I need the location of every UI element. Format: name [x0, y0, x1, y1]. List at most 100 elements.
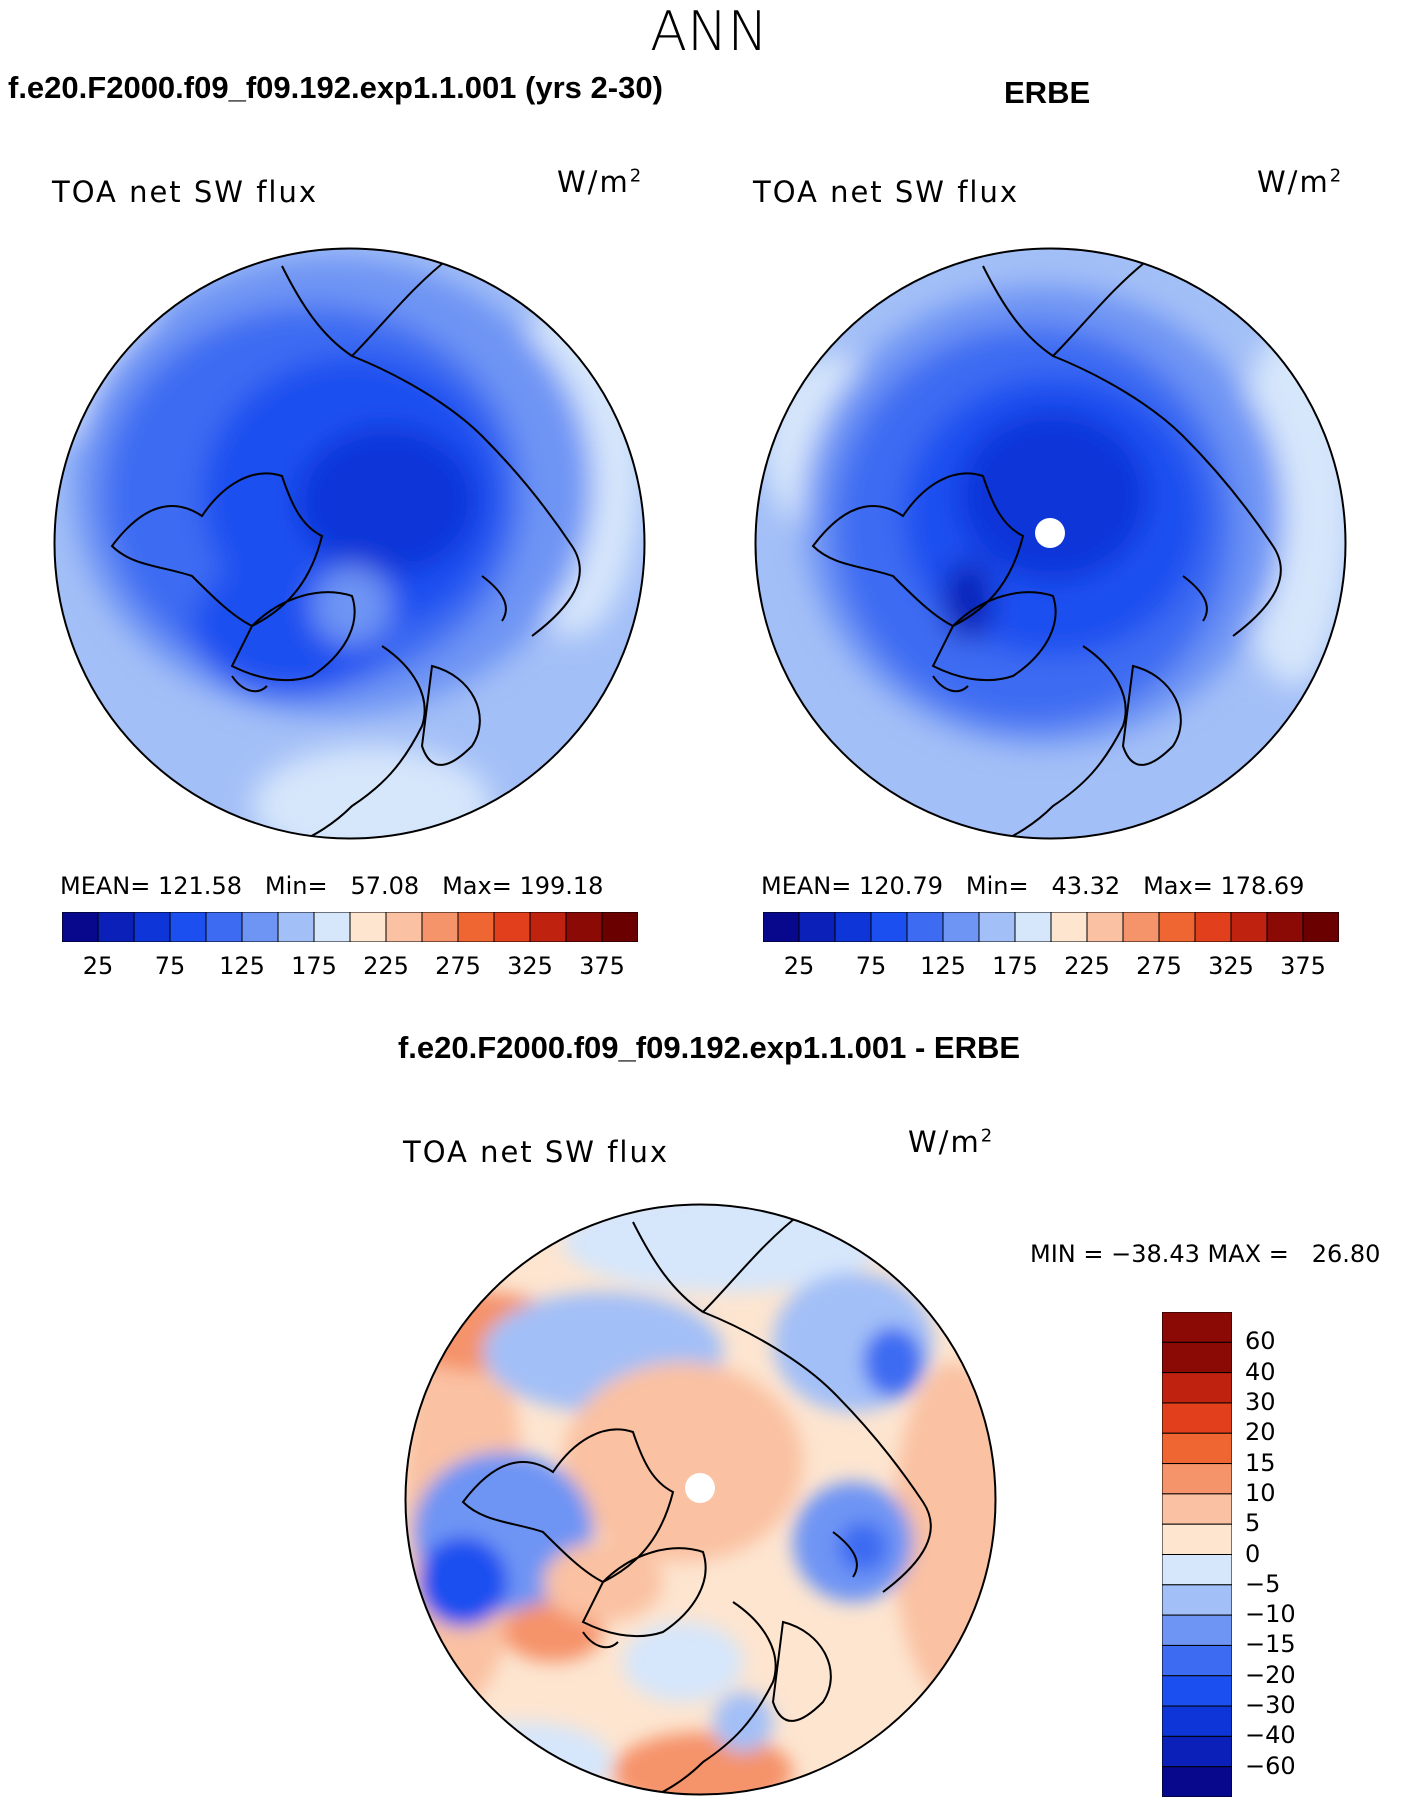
panel2-polar-gap — [1035, 518, 1065, 548]
diff-colorbar-swatch — [1162, 1463, 1232, 1495]
panel2-map-boundary — [754, 247, 1347, 840]
panel1-colorbar-swatch — [97, 912, 135, 942]
panel2-colorbar-swatch — [1122, 912, 1160, 942]
panel2-colorbar-tick-label: 375 — [1280, 952, 1326, 980]
panel1-polar-map — [53, 247, 646, 840]
panel2-title: ERBE — [1004, 75, 1091, 110]
panel1-colorbar-swatch — [565, 912, 603, 942]
panel2-colorbar-swatch — [834, 912, 872, 942]
panel1-coastlines — [110, 255, 581, 839]
panel1-colorbar-tick-label: 375 — [579, 952, 625, 980]
panel2-colorbar-tick-label: 325 — [1208, 952, 1254, 980]
panel1-colorbar-swatch — [133, 912, 171, 942]
diff-colorbar-tick-label: 15 — [1245, 1448, 1276, 1477]
diff-colorbar-swatch — [1162, 1766, 1232, 1797]
diff-colorbar-swatch — [1162, 1705, 1232, 1737]
diff-colorbar-tick-label: 20 — [1245, 1418, 1276, 1447]
panel1-map-boundary — [53, 247, 646, 840]
panel2-colorbar-swatch — [1158, 912, 1196, 942]
panel1-stats: MEAN= 121.58 Min= 57.08 Max= 199.18 — [60, 872, 604, 900]
panel2-colorbar-swatch — [906, 912, 944, 942]
panel2-colorbar-swatch — [798, 912, 836, 942]
diff-colorbar-swatch — [1162, 1312, 1232, 1343]
panel2-colorbar-tick-label: 25 — [783, 952, 815, 980]
diff-colorbar-swatch — [1162, 1735, 1232, 1768]
panel2-colorbar-swatch — [1302, 912, 1339, 942]
diff-colorbar-swatch — [1162, 1402, 1232, 1434]
panel2-colorbar-tick-label: 225 — [1064, 952, 1110, 980]
diff-colorbar-tick-label: −5 — [1245, 1569, 1281, 1598]
diff-colorbar-tick-label: −60 — [1245, 1751, 1296, 1780]
panel2-colorbar — [763, 912, 1339, 942]
diff-colorbar-tick-label: −15 — [1245, 1630, 1296, 1659]
panel2-units-label: W/m2 — [1257, 165, 1344, 199]
panel1-colorbar-swatch — [385, 912, 423, 942]
panel2-colorbar-swatch — [1050, 912, 1088, 942]
panel2-colorbar-ticks: 25 75 125 175 225 275 325 375 — [763, 952, 1339, 982]
season-title: ANN — [650, 0, 768, 63]
panel2-stats: MEAN= 120.79 Min= 43.32 Max= 178.69 — [761, 872, 1305, 900]
panel1-colorbar-swatch — [349, 912, 387, 942]
diff-polar-map — [404, 1203, 997, 1796]
panel1-colorbar-swatch — [313, 912, 351, 942]
panel1-colorbar-tick-label: 325 — [507, 952, 553, 980]
diff-colorbar-tick-label: −20 — [1245, 1660, 1296, 1689]
panel2-colorbar-swatch — [763, 912, 800, 942]
diff-colorbar-swatch — [1162, 1675, 1232, 1707]
panel1-colorbar-swatch — [205, 912, 243, 942]
panel1-colorbar-swatch — [601, 912, 638, 942]
diff-colorbar-ticks: 60 40 30 20 15 10 5 0 −5 −10 −15 −20 −30 −40 −60 — [1245, 1312, 1325, 1797]
panel2-colorbar-swatch — [942, 912, 980, 942]
panel2-colorbar-swatch — [1230, 912, 1268, 942]
diff-colorbar-swatch — [1162, 1584, 1232, 1616]
diff-variable-label: TOA net SW flux — [403, 1135, 670, 1169]
panel2-colorbar-tick-label: 125 — [920, 952, 966, 980]
panel2-colorbar-swatch — [1086, 912, 1124, 942]
panel2-coastlines — [811, 255, 1282, 839]
panel1-title: f.e20.F2000.f09_f09.192.exp1.1.001 (yrs … — [8, 70, 663, 105]
diff-colorbar-swatch — [1162, 1614, 1232, 1646]
diff-colorbar-tick-label: −30 — [1245, 1691, 1296, 1720]
diff-colorbar-swatch — [1162, 1341, 1232, 1374]
panel1-colorbar-tick-label: 275 — [435, 952, 481, 980]
panel2-colorbar-swatch — [1194, 912, 1232, 942]
panel1-colorbar-swatch — [457, 912, 495, 942]
panel1-colorbar-tick-label: 175 — [291, 952, 337, 980]
diff-colorbar-tick-label: 60 — [1245, 1327, 1276, 1356]
diff-colorbar-tick-label: −10 — [1245, 1600, 1296, 1629]
panel1-colorbar-swatch — [241, 912, 279, 942]
panel2-colorbar-swatch — [1266, 912, 1304, 942]
diff-polar-gap — [685, 1473, 715, 1503]
diff-colorbar-tick-label: 0 — [1245, 1539, 1261, 1568]
diff-minmax: MIN = −38.43 MAX = 26.80 — [1030, 1240, 1381, 1268]
panel1-colorbar-tick-label: 75 — [154, 952, 186, 980]
panel1-units-label: W/m2 — [557, 165, 644, 199]
diff-colorbar-swatch — [1162, 1554, 1232, 1586]
diff-colorbar-swatch — [1162, 1432, 1232, 1465]
panel1-colorbar-tick-label: 25 — [82, 952, 114, 980]
panel2-colorbar-tick-label: 275 — [1136, 952, 1182, 980]
panel1-colorbar-ticks: 25 75 125 175 225 275 325 375 — [62, 952, 638, 982]
diff-title: f.e20.F2000.f09_f09.192.exp1.1.001 - ERB… — [397, 1030, 1021, 1065]
panel1-colorbar — [62, 912, 638, 942]
panel1-colorbar-swatch — [277, 912, 315, 942]
diff-colorbar-swatch — [1162, 1372, 1232, 1404]
panel2-colorbar-swatch — [870, 912, 908, 942]
panel1-colorbar-swatch — [529, 912, 567, 942]
diff-map-boundary — [404, 1203, 997, 1796]
diff-coastlines — [461, 1211, 932, 1795]
diff-colorbar-tick-label: 30 — [1245, 1387, 1276, 1416]
panel1-flux-field — [54, 248, 645, 839]
diff-colorbar-tick-label: 5 — [1245, 1509, 1261, 1538]
diff-colorbar-swatch — [1162, 1493, 1232, 1525]
panel1-colorbar-tick-label: 225 — [363, 952, 409, 980]
panel2-colorbar-tick-label: 75 — [855, 952, 887, 980]
diff-colorbar-swatch — [1162, 1644, 1232, 1677]
panel2-colorbar-swatch — [1014, 912, 1052, 942]
diff-colorbar-swatch — [1162, 1523, 1232, 1555]
panel1-colorbar-swatch — [169, 912, 207, 942]
panel2-variable-label: TOA net SW flux — [753, 175, 1020, 209]
panel1-colorbar-swatch — [62, 912, 99, 942]
diff-units-label: W/m2 — [908, 1125, 995, 1159]
diff-colorbar-tick-label: 40 — [1245, 1357, 1276, 1386]
